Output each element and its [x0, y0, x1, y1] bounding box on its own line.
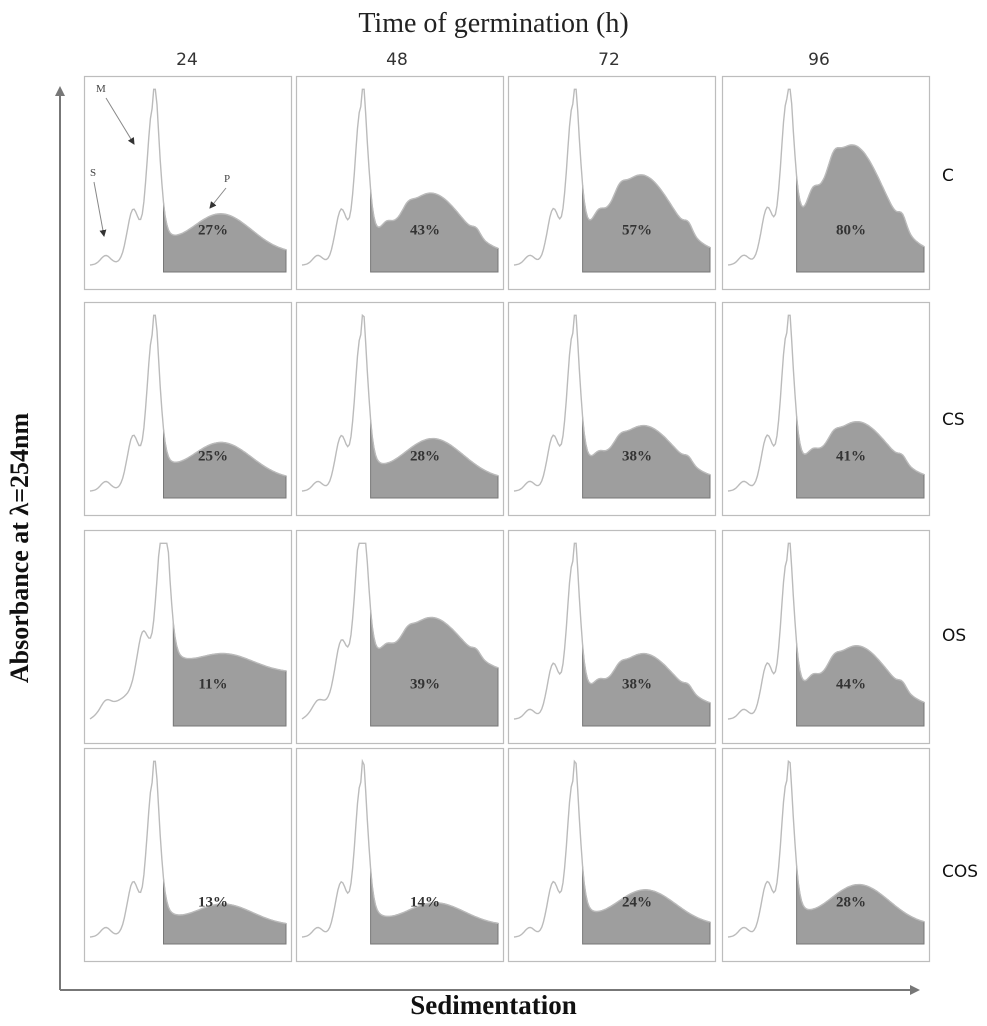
profile-panel: [83, 301, 293, 517]
profile-panel: [295, 75, 505, 291]
profile-panel: [295, 747, 505, 963]
row-label-os: OS: [942, 626, 967, 646]
row-label-cos: COS: [942, 862, 979, 882]
annotation-arrow: [93, 181, 107, 237]
x-axis-label: Sedimentation: [410, 990, 577, 1020]
annotation-label: P: [224, 173, 230, 185]
absorbance-profile-line: [301, 88, 499, 266]
polysome-percent-label: 13%: [198, 894, 228, 910]
polysome-percent-label: 39%: [410, 676, 440, 692]
polysome-area: [163, 878, 287, 945]
column-label-24: 24: [176, 50, 198, 70]
chart-title: Time of germination (h): [358, 8, 629, 39]
absorbance-profile-line: [513, 759, 711, 938]
annotation-label: S: [90, 167, 96, 179]
polysome-percent-label: 25%: [198, 448, 228, 464]
polysome-area: [796, 144, 925, 273]
polysome-percent-label: 28%: [836, 894, 866, 910]
annotation-arrow: [105, 97, 135, 145]
polysome-percent-label: 44%: [836, 676, 866, 692]
profile-panel: [721, 301, 931, 517]
absorbance-profile-line: [89, 542, 287, 720]
absorbance-profile-line: [513, 314, 711, 492]
polysome-area: [172, 622, 287, 727]
profile-panel: [295, 301, 505, 517]
annotation-label: M: [96, 83, 106, 95]
column-label-96: 96: [808, 50, 830, 70]
profile-panel: [507, 75, 717, 291]
profile-panel: [507, 529, 717, 745]
polysome-percent-label: 38%: [622, 448, 652, 464]
polysome-percent-label: 11%: [198, 676, 227, 692]
polysome-percent-label: 38%: [622, 676, 652, 692]
polysome-percent-label: 28%: [410, 448, 440, 464]
absorbance-profile-line: [89, 88, 287, 266]
profile-panel: [721, 529, 931, 745]
absorbance-profile-line: [89, 760, 287, 938]
absorbance-profile-line: [513, 88, 711, 266]
absorbance-profile-line: [727, 759, 925, 938]
profile-panel: [507, 747, 717, 963]
polysome-percent-label: 41%: [836, 448, 866, 464]
profile-panel: [721, 75, 931, 291]
profile-panel: [83, 747, 293, 963]
polysome-percent-label: 43%: [410, 222, 440, 238]
polysome-area: [370, 609, 499, 727]
polysome-percent-label: 80%: [836, 222, 866, 238]
profile-panel: [83, 529, 293, 745]
absorbance-profile-line: [89, 314, 287, 492]
polysome-percent-label: 14%: [410, 894, 440, 910]
profile-panel: [507, 301, 717, 517]
absorbance-profile-line: [727, 542, 925, 720]
column-label-48: 48: [386, 50, 408, 70]
column-label-72: 72: [598, 50, 620, 70]
absorbance-profile-line: [513, 542, 711, 720]
profile-panel: [295, 529, 505, 745]
absorbance-profile-line: [301, 313, 499, 492]
absorbance-profile-line: [727, 88, 925, 266]
absorbance-profile-line: [301, 542, 499, 720]
annotation-arrow: [209, 187, 227, 209]
profile-panel: [721, 747, 931, 963]
polysome-percent-label: 27%: [198, 222, 228, 238]
row-label-cs: CS: [942, 410, 965, 430]
absorbance-profile-line: [301, 758, 499, 938]
profile-panel: [83, 75, 293, 291]
absorbance-profile-line: [727, 314, 925, 492]
polysome-percent-label: 57%: [622, 222, 652, 238]
polysome-percent-label: 24%: [622, 894, 652, 910]
row-label-c: C: [942, 166, 954, 186]
